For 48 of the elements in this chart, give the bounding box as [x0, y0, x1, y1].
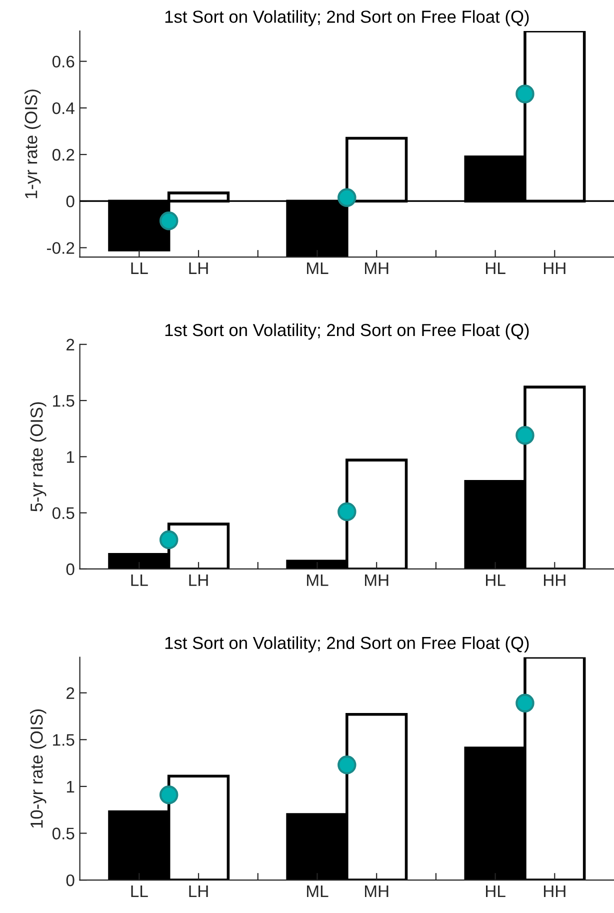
x-tick-label: HL: [486, 886, 506, 897]
x-tick-label: HH: [544, 262, 566, 274]
point: [516, 426, 534, 445]
y-tick-label: 1: [66, 451, 74, 463]
x-tick-label: HH: [544, 574, 566, 586]
y-axis-title: 10-yr rate (OIS): [30, 709, 46, 828]
y-tick-label: 0: [66, 874, 74, 886]
point: [159, 530, 178, 550]
point: [516, 84, 534, 104]
point: [516, 694, 534, 713]
x-tick-label: MH: [364, 574, 388, 586]
y-tick-label: 0.6: [52, 56, 74, 68]
point: [338, 502, 356, 522]
x-tick-label: ML: [307, 886, 328, 897]
y-tick-label: 2: [66, 338, 74, 350]
y-tick-label: -0.2: [46, 242, 74, 254]
x-tick-label: LH: [189, 886, 208, 897]
y-tick-label: 1.5: [53, 395, 74, 407]
point: [159, 785, 178, 804]
x-tick-label: LL: [131, 886, 148, 897]
x-tick-label: LL: [131, 574, 148, 586]
x-tick-label: LL: [131, 262, 148, 274]
x-tick-label: HL: [486, 262, 506, 274]
chart-title: 1st Sort on Volatility; 2nd Sort on Free Float (Q): [165, 323, 529, 340]
point: [338, 188, 356, 207]
y-tick-label: 1.5: [53, 734, 74, 746]
chart-title: 1st Sort on Volatility; 2nd Sort on Free Float (Q): [165, 10, 529, 26]
chart-title: 1st Sort on Volatility; 2nd Sort on Free Float (Q): [165, 636, 529, 653]
y-tick-label: 0.5: [52, 828, 74, 840]
y-tick-label: 2: [66, 687, 74, 699]
y-tick-label: 0: [66, 563, 74, 576]
y-axis-title: 5-yr rate (OIS): [30, 402, 46, 512]
y-tick-label: 1: [66, 781, 74, 792]
y-axis-title: 1-yr rate (OIS): [24, 90, 41, 198]
x-tick-label: LH: [189, 262, 208, 274]
point: [159, 212, 178, 230]
x-tick-label: ML: [307, 574, 328, 586]
y-tick-label: 0: [66, 196, 74, 208]
x-tick-label: MH: [364, 886, 388, 897]
y-tick-label: 0.4: [52, 102, 74, 114]
x-tick-label: ML: [307, 262, 328, 274]
y-tick-label: 0.5: [52, 507, 74, 520]
point: [338, 756, 356, 774]
x-tick-label: HH: [544, 886, 566, 897]
x-tick-label: MH: [364, 262, 388, 274]
x-tick-label: HL: [486, 574, 506, 586]
y-tick-label: 0.2: [52, 148, 74, 161]
x-tick-label: LH: [189, 574, 208, 586]
